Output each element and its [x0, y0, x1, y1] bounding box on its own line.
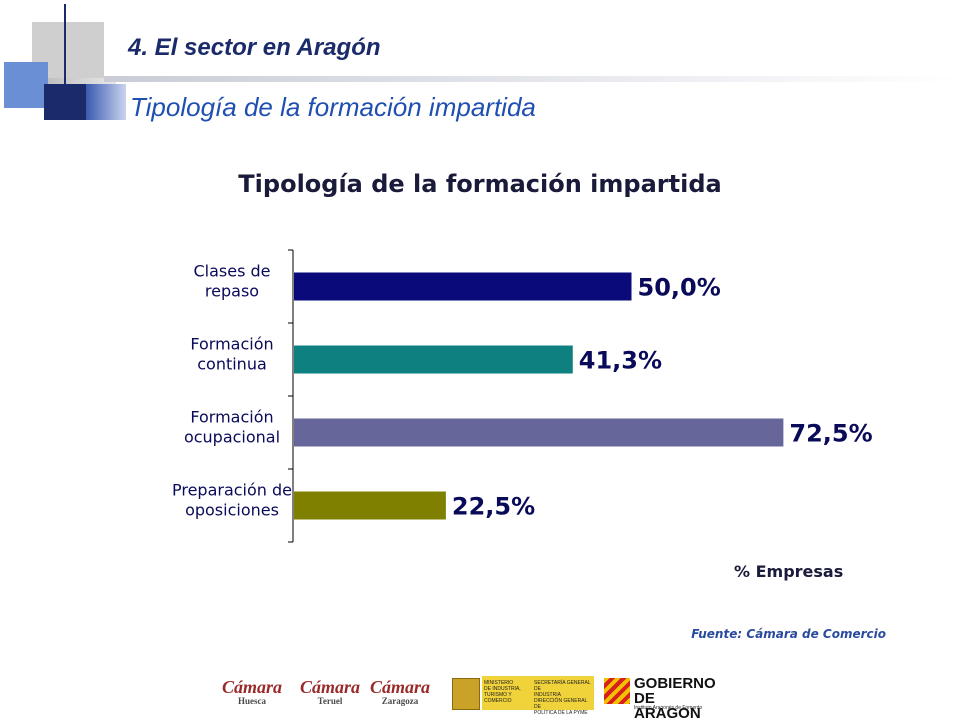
- ministerio-box: MINISTERIO DE INDUSTRIA, TURISMO Y COMER…: [482, 676, 594, 716]
- bar: [294, 418, 784, 447]
- data-label: 72,5%: [789, 420, 872, 448]
- camara-zaragoza-logo: Cámara Zaragoza: [370, 677, 431, 706]
- bar: [294, 272, 632, 301]
- x-axis-label: % Empresas: [734, 562, 844, 581]
- chart-title: Tipología de la formación impartida: [238, 170, 722, 198]
- category-label: continua: [197, 355, 267, 374]
- category-label: oposiciones: [185, 501, 279, 520]
- category-label: Preparación de: [172, 481, 292, 500]
- data-label: 22,5%: [452, 493, 535, 521]
- ministerio-logo: MINISTERIO DE INDUSTRIA, TURISMO Y COMER…: [452, 676, 598, 716]
- sponsor-logos: Cámara Huesca Cámara Teruel Cámara Zarag…: [222, 672, 722, 721]
- aragon-flag-icon: [604, 678, 630, 704]
- bar-chart: 50,0%Clases derepaso41,3%Formacióncontin…: [172, 249, 873, 543]
- header-decoration-line: [64, 4, 66, 116]
- section-title: 4. El sector en Aragón: [128, 34, 381, 61]
- header-decoration-block: [86, 84, 126, 120]
- category-label: Formación: [190, 408, 273, 427]
- category-label: ocupacional: [184, 428, 280, 447]
- bar: [294, 491, 446, 520]
- spain-shield-icon: [452, 678, 480, 710]
- header-divider: [104, 76, 960, 82]
- bar: [294, 345, 573, 374]
- camara-huesca-logo: Cámara Huesca: [222, 677, 283, 706]
- camara-teruel-logo: Cámara Teruel: [300, 677, 361, 706]
- data-label: 41,3%: [579, 347, 662, 375]
- category-label: Clases de: [193, 262, 270, 281]
- header-decoration-block: [4, 62, 48, 108]
- category-label: repaso: [205, 282, 259, 301]
- data-label: 50,0%: [638, 274, 721, 302]
- category-label: Formación: [190, 335, 273, 354]
- section-subtitle: Tipología de la formación impartida: [130, 92, 536, 122]
- gobierno-aragon-logo: GOBIERNO DE ARAGON Instituto Aragonés de…: [604, 674, 722, 721]
- source-note: Fuente: Cámara de Comercio: [691, 627, 886, 641]
